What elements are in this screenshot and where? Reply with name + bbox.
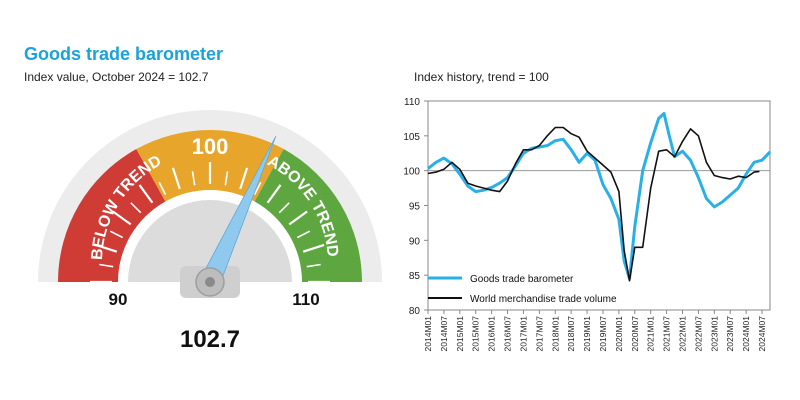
gauge-tick [224,171,229,186]
gauge-tick [239,167,249,190]
gauge-tick [109,230,124,239]
gauge-tick [171,167,181,190]
gauge-tick [191,171,196,186]
y-tick-label: 105 [403,132,420,143]
gauge-zone-above-trend [254,149,362,282]
legend-label-trade-volume: World merchandise trade volume [470,294,617,305]
gauge-tick [99,263,114,268]
y-tick-label: 80 [409,306,421,317]
x-tick-label: 2020M07 [630,316,640,352]
gauge-tick [253,181,262,196]
x-tick-label: 2018M01 [550,316,560,352]
x-tick-label: 2014M07 [439,316,449,352]
gauge-tick [138,184,154,204]
gauge-tick [306,263,321,268]
x-tick-label: 2016M01 [487,316,497,352]
gauge-subtitle: Index value, October 2024 = 102.7 [24,70,209,84]
chart-legend: Goods trade barometer World merchandise … [428,274,617,305]
y-tick-label: 90 [409,236,421,247]
gauge-outer-rim [38,110,382,282]
min-label: 90 [109,290,128,309]
x-tick-label: 2024M07 [757,316,767,352]
x-tick-label: 2016M07 [503,316,513,352]
x-tick-label: 2022M07 [693,316,703,352]
x-tick-label: 2023M07 [725,316,735,352]
center-label: 100 [192,134,229,159]
gauge-tick [95,243,118,253]
chart-title: Index history, trend = 100 [414,70,549,84]
x-tick-label: 2019M01 [582,316,592,352]
x-tick-label: 2021M01 [646,316,656,352]
x-tick-label: 2023M01 [709,316,719,352]
x-tick-label: 2022M01 [678,316,688,352]
legend-label-barometer: Goods trade barometer [470,274,574,285]
x-tick-label: 2021M07 [662,316,672,352]
x-tick-label: 2014M01 [423,316,433,352]
gauge-tick [288,210,308,226]
gauge-value: 102.7 [180,326,240,353]
x-tick-label: 2024M01 [741,316,751,352]
gauge-tick [112,210,132,226]
x-tick-label: 2015M07 [471,316,481,352]
series-line-trade-volume [427,126,760,282]
gauge-tick [266,184,282,204]
max-label: 110 [292,290,319,309]
series-line-barometer [427,112,772,281]
gauge-zone-below-trend [58,149,166,282]
gauge-tick [302,243,325,253]
gauge-tick [158,181,167,196]
gauge-tick [278,202,290,214]
x-tick-label: 2019M07 [598,316,608,352]
barometer-gauge: BELOW TREND ABOVE TREND 100 90 110 102.7 [38,110,382,353]
x-tick-label: 2017M07 [534,316,544,352]
y-tick-label: 85 [409,271,421,282]
gauge-tick [130,202,142,214]
x-tick-label: 2015M01 [455,316,465,352]
y-tick-label: 100 [403,167,420,178]
x-tick-label: 2018M07 [566,316,576,352]
y-tick-label: 110 [404,97,420,108]
gauge-pivot-center [205,277,215,287]
y-tick-label: 95 [409,202,421,213]
gauge-inner-dial [128,200,292,282]
x-tick-label: 2017M01 [518,316,528,352]
gauge-title: Goods trade barometer [24,44,224,64]
x-tick-label: 2020M01 [614,316,624,352]
gauge-tick [296,230,311,239]
